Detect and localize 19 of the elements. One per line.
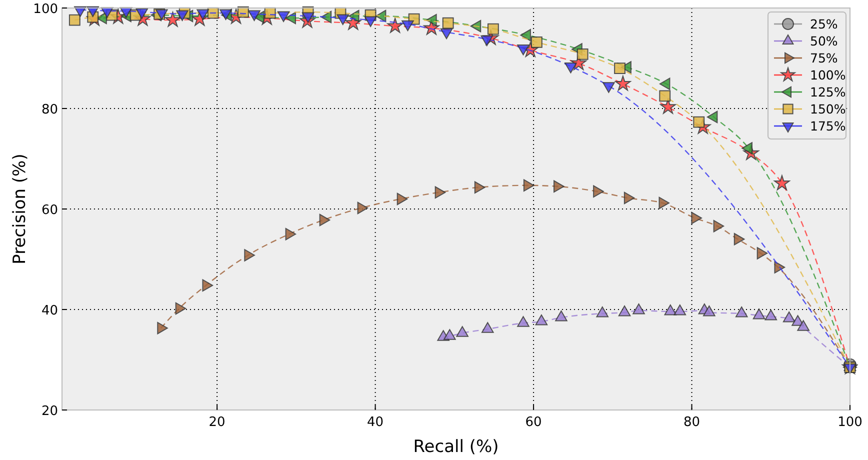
legend-label: 25% bbox=[810, 16, 838, 32]
legend-label: 75% bbox=[810, 50, 838, 66]
y-tick-label: 20 bbox=[41, 404, 58, 419]
y-tick-label: 80 bbox=[41, 102, 58, 118]
y-tick-label: 60 bbox=[41, 203, 58, 218]
y-axis-title: Precision (%) bbox=[10, 154, 30, 264]
legend-label: 50% bbox=[810, 34, 838, 48]
x-tick-label: 40 bbox=[367, 415, 384, 430]
x-axis-title: Recall (%) bbox=[413, 437, 499, 457]
legend-label: 125% bbox=[810, 84, 846, 100]
x-tick-label: 80 bbox=[683, 415, 700, 430]
legend-label: 100% bbox=[810, 68, 846, 82]
x-tick-label: 20 bbox=[208, 415, 226, 430]
legend-label: 175% bbox=[810, 118, 846, 134]
x-tick-label: 100 bbox=[838, 415, 862, 430]
y-tick-label: 100 bbox=[33, 2, 58, 17]
y-tick-label: 40 bbox=[41, 304, 58, 318]
x-tick-label: 60 bbox=[525, 415, 542, 430]
legend-label: 150% bbox=[810, 102, 846, 116]
